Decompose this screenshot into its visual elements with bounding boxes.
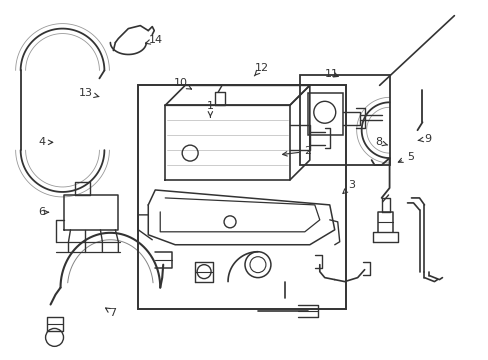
Bar — [138, 85, 345, 310]
Text: 3: 3 — [342, 180, 355, 194]
Text: 8: 8 — [374, 138, 387, 147]
Text: 7: 7 — [105, 308, 116, 318]
Text: 1: 1 — [206, 102, 213, 117]
Text: 12: 12 — [254, 63, 268, 76]
Text: 6: 6 — [39, 207, 48, 217]
Bar — [307, 93, 342, 135]
Text: 4: 4 — [39, 138, 53, 147]
Bar — [299, 75, 389, 165]
Text: 10: 10 — [174, 78, 191, 89]
Text: 9: 9 — [417, 134, 430, 144]
Text: 14: 14 — [145, 35, 163, 45]
Text: 5: 5 — [398, 152, 413, 162]
Text: 13: 13 — [79, 88, 99, 98]
Text: 11: 11 — [325, 69, 339, 79]
Text: 2: 2 — [282, 146, 311, 156]
